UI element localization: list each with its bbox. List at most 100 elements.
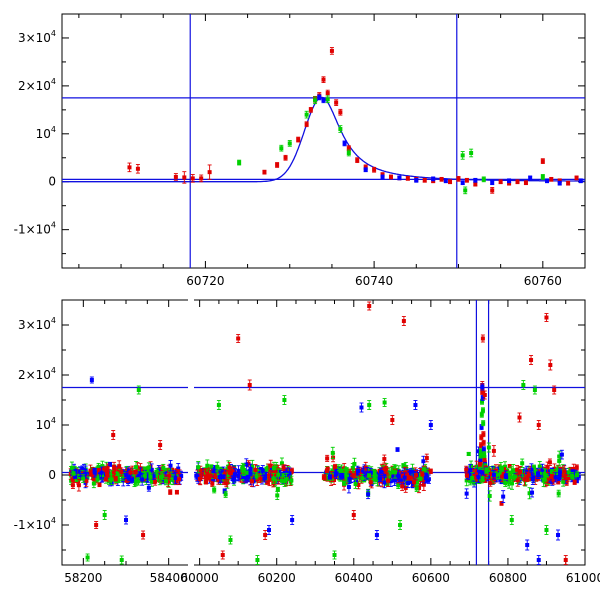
data-point <box>399 479 404 484</box>
data-point <box>127 165 132 170</box>
data-point <box>173 475 178 480</box>
data-point <box>397 175 402 180</box>
data-point <box>481 177 486 182</box>
data-point <box>210 481 215 486</box>
data-point <box>149 467 154 472</box>
data-point <box>237 160 242 165</box>
y-tick-label: 0 <box>48 175 56 189</box>
data-point <box>77 469 82 474</box>
data-point <box>498 179 503 184</box>
x-tick-label: 61000 <box>566 571 600 585</box>
data-point <box>174 490 179 495</box>
y-tick-label: 3×104 <box>18 316 56 332</box>
data-point <box>571 466 576 471</box>
data-point <box>325 91 330 96</box>
data-point <box>95 477 100 482</box>
data-point <box>421 459 426 464</box>
data-point <box>490 180 495 185</box>
data-point <box>412 480 417 485</box>
data-point <box>209 471 214 476</box>
x-tick-label: 60800 <box>489 571 527 585</box>
data-point <box>223 492 228 497</box>
data-point <box>284 477 289 482</box>
data-point <box>456 176 461 181</box>
data-point <box>244 462 249 467</box>
data-point <box>520 461 525 466</box>
data-point <box>515 179 520 184</box>
data-point <box>501 471 506 476</box>
data-point <box>470 475 475 480</box>
data-point <box>512 470 517 475</box>
data-point <box>171 477 176 482</box>
data-point <box>406 481 411 486</box>
data-point <box>243 475 248 480</box>
data-point <box>545 178 550 183</box>
data-point <box>317 95 322 100</box>
y-tick-label: 104 <box>36 416 56 432</box>
model-fit-curve <box>62 96 585 183</box>
data-point <box>529 467 534 472</box>
data-point <box>380 174 385 179</box>
data-point <box>372 167 377 172</box>
data-point <box>547 460 552 465</box>
data-point <box>338 110 343 115</box>
data-point <box>460 153 465 158</box>
axis-break-gap <box>188 298 194 567</box>
data-point <box>241 467 246 472</box>
data-point <box>215 473 220 478</box>
data-point <box>262 476 267 481</box>
data-point <box>353 470 358 475</box>
data-point <box>356 468 361 473</box>
data-point <box>405 475 410 480</box>
data-point <box>321 77 326 82</box>
data-point <box>356 482 361 487</box>
data-point <box>97 482 102 487</box>
data-point <box>228 470 233 475</box>
data-point <box>540 467 545 472</box>
data-point <box>517 476 522 481</box>
data-point <box>103 477 108 482</box>
data-point <box>96 468 101 473</box>
data-point <box>248 466 253 471</box>
data-point <box>378 476 383 481</box>
data-point <box>439 177 444 182</box>
data-point <box>167 473 172 478</box>
data-point <box>325 466 330 471</box>
data-point <box>267 477 272 482</box>
data-point <box>161 478 166 483</box>
data-point <box>385 478 390 483</box>
data-point <box>334 100 339 105</box>
data-point <box>414 486 419 491</box>
data-point <box>99 470 104 475</box>
data-point <box>423 476 428 481</box>
data-point <box>334 471 339 476</box>
data-point <box>473 182 478 187</box>
data-point <box>136 473 141 478</box>
data-point <box>388 479 393 484</box>
data-point <box>132 478 137 483</box>
data-point <box>151 474 156 479</box>
data-point <box>421 482 426 487</box>
data-point <box>198 468 203 473</box>
data-point <box>490 480 495 485</box>
data-point <box>280 473 285 478</box>
data-point <box>417 485 422 490</box>
data-point <box>211 468 216 473</box>
data-point <box>248 471 253 476</box>
data-point <box>133 470 138 475</box>
data-point <box>116 478 121 483</box>
data-point <box>149 479 154 484</box>
data-point <box>468 468 473 473</box>
data-point <box>271 476 276 481</box>
data-point <box>512 475 517 480</box>
data-point <box>124 477 129 482</box>
data-point <box>209 464 214 469</box>
data-point <box>173 174 178 179</box>
data-point <box>254 473 259 478</box>
data-point <box>130 477 135 482</box>
data-point <box>428 469 433 474</box>
data-point <box>168 463 173 468</box>
data-point <box>208 473 213 478</box>
data-point <box>361 473 366 478</box>
data-point <box>276 472 281 477</box>
